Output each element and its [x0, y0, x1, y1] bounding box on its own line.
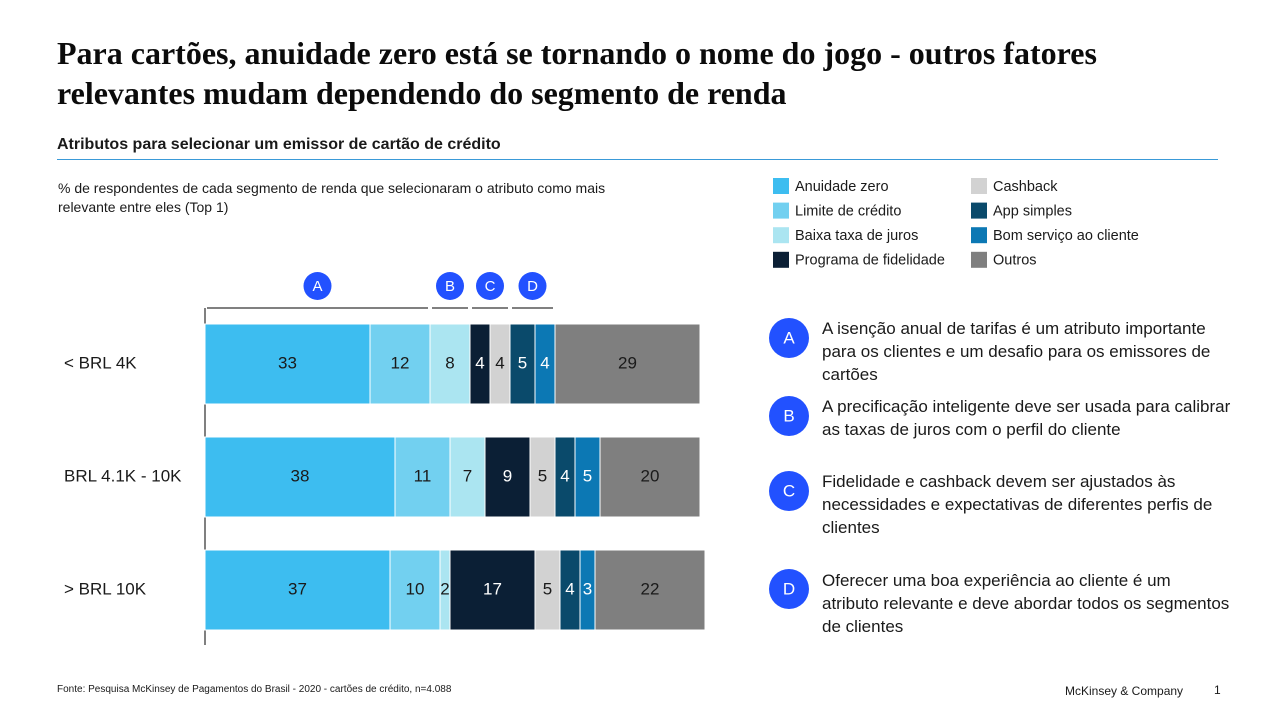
- annotation-badge-label: A: [783, 328, 795, 347]
- category-label: < BRL 4K: [64, 353, 137, 372]
- chart-subtitle: Atributos para selecionar um emissor de …: [57, 136, 501, 153]
- data-label: 4: [560, 466, 569, 485]
- data-label: 2: [440, 579, 449, 598]
- annotation-text: A isenção anual de tarifas é um atributo…: [822, 319, 1211, 384]
- data-label: 10: [406, 579, 425, 598]
- annotation-badge: [769, 471, 809, 511]
- annotation-badge-label: B: [783, 406, 794, 425]
- annotation-text: Oferecer uma boa experiência ao cliente …: [822, 571, 1230, 636]
- legend-label: Anuidade zero: [795, 179, 889, 195]
- data-label: 12: [391, 353, 410, 372]
- data-label: 17: [483, 579, 502, 598]
- data-label: 9: [503, 466, 512, 485]
- group-badge: [476, 272, 504, 300]
- bar-segment: [599, 436, 701, 518]
- slide-title: Para cartões, anuidade zero está se torn…: [57, 35, 1097, 111]
- data-label: 7: [463, 466, 472, 485]
- bar-segment: [534, 549, 561, 631]
- bar-segment: [509, 323, 536, 405]
- group-label: A: [312, 278, 322, 295]
- data-label: 4: [565, 579, 574, 598]
- data-label: 37: [288, 579, 307, 598]
- bar-segment: [449, 436, 486, 518]
- legend-label: App simples: [993, 203, 1072, 219]
- legend-swatch: [971, 178, 987, 194]
- annotation-badge: [769, 396, 809, 436]
- data-label: 11: [414, 466, 432, 485]
- legend-swatch: [971, 202, 987, 219]
- data-label: 22: [641, 579, 660, 598]
- legend-label: Outros: [993, 253, 1037, 269]
- group-label: B: [445, 278, 455, 295]
- group-badge: [436, 272, 464, 300]
- brand: McKinsey & Company: [1065, 684, 1184, 698]
- page-number: 1: [1214, 683, 1221, 697]
- legend-label: Bom serviço ao cliente: [993, 228, 1139, 244]
- data-label: 5: [538, 466, 547, 485]
- group-label: D: [527, 278, 538, 295]
- legend-label: Baixa taxa de juros: [795, 228, 918, 244]
- data-label: 4: [475, 353, 484, 372]
- data-label: 20: [641, 466, 660, 485]
- bar-segment: [554, 323, 701, 405]
- bar-segment: [594, 549, 706, 631]
- bar-segment: [394, 436, 451, 518]
- bar-segment: [449, 549, 536, 631]
- legend-swatch: [971, 227, 987, 244]
- group-label: C: [485, 278, 496, 295]
- annotation-badge-label: D: [783, 579, 795, 598]
- legend-swatch: [773, 227, 789, 244]
- data-label: 5: [543, 579, 552, 598]
- group-badge: [303, 272, 332, 300]
- data-label: 5: [518, 353, 527, 372]
- data-label: 38: [291, 466, 310, 485]
- legend-swatch: [971, 251, 987, 268]
- bar-segment: [389, 549, 441, 631]
- annotation-text: Fidelidade e cashback devem ser ajustado…: [822, 472, 1213, 537]
- bar-segment: [369, 323, 431, 405]
- data-label: 5: [583, 466, 592, 485]
- group-badge: [518, 272, 547, 300]
- data-label: 29: [618, 353, 637, 372]
- category-label: BRL 4.1K - 10K: [64, 466, 182, 485]
- data-label: 4: [495, 353, 504, 372]
- legend-label: Limite de crédito: [795, 203, 901, 219]
- bar-segment: [574, 436, 601, 518]
- legend-swatch: [773, 178, 789, 194]
- category-label: > BRL 10K: [64, 579, 147, 598]
- annotation-text: A precificação inteligente deve ser usad…: [822, 397, 1231, 439]
- annotation-badge: [769, 318, 809, 358]
- data-label: 33: [278, 353, 297, 372]
- bar-segment: [204, 436, 396, 518]
- bar-segment: [484, 436, 531, 518]
- annotation-badge: [769, 569, 809, 609]
- data-label: 3: [583, 579, 592, 598]
- legend-label: Cashback: [993, 179, 1058, 195]
- bar-segment: [204, 323, 371, 405]
- legend-label: Programa de fidelidade: [795, 253, 945, 269]
- chart-note: % de respondentes de cada segmento de re…: [58, 180, 606, 215]
- data-label: 4: [540, 353, 549, 372]
- data-label: 8: [445, 353, 454, 372]
- bar-segment: [204, 549, 391, 631]
- legend-swatch: [773, 202, 789, 219]
- annotation-badge-label: C: [783, 481, 795, 500]
- divider: [57, 159, 1218, 160]
- source: Fonte: Pesquisa McKinsey de Pagamentos d…: [57, 684, 452, 695]
- legend-swatch: [773, 251, 789, 268]
